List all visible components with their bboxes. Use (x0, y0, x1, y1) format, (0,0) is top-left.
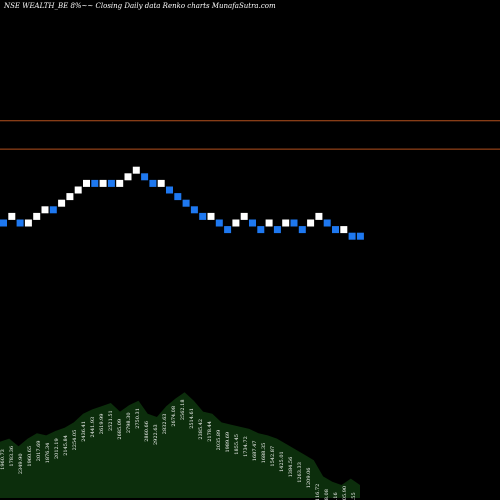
volume-area (0, 392, 360, 498)
renko-brick-down (174, 193, 182, 201)
renko-brick-down (215, 219, 223, 227)
renko-brick-up (116, 179, 124, 187)
volume-label: 1783.36 (9, 446, 15, 467)
volume-label: 1960.73 (0, 449, 6, 470)
volume-labels: 1960.73 1783.36 2349.90 1960.65 2017.69 1876.… (0, 399, 357, 500)
renko-brick-up (124, 173, 132, 181)
renko-brick-down (149, 179, 157, 187)
volume-label: 2860.66 (144, 421, 150, 442)
volume-label: 2832.63 (162, 414, 168, 435)
volume-label: 2514.61 (189, 408, 195, 429)
volume-label: 2012.19 (54, 438, 60, 459)
renko-brick-down (224, 226, 232, 234)
renko-brick-up (33, 212, 41, 220)
renko-brick-up (24, 219, 32, 227)
volume-label: 2674.08 (171, 406, 177, 427)
renko-brick-down (166, 186, 173, 194)
volume-label: 1283.55 (351, 492, 357, 500)
renko-brick-down (91, 179, 99, 187)
renko-brick-down (0, 219, 7, 227)
renko-brick-down (332, 226, 339, 234)
volume-label: 2145.84 (63, 435, 69, 456)
volume-label: 2017.69 (36, 441, 42, 462)
volume-label: 1205.90 (342, 486, 348, 500)
volume-label: 1734.72 (243, 436, 249, 457)
renko-brick-down (141, 173, 149, 181)
volume-label: 1425.01 (279, 451, 285, 472)
renko-brick-up (265, 219, 273, 227)
reference-lines (0, 120, 500, 150)
volume-label: 1018.08 (324, 489, 330, 500)
volume-label: 1156.16 (333, 492, 339, 500)
volume-label: 1384.56 (288, 457, 294, 478)
renko-brick-up (340, 226, 348, 234)
volume-label: 2178.44 (207, 421, 213, 442)
renko-bricks (0, 166, 364, 240)
volume-label: 2254.05 (72, 430, 78, 451)
renko-brick-up (240, 212, 248, 220)
renko-brick-up (58, 199, 66, 207)
renko-brick-down (290, 219, 298, 227)
renko-brick-down (348, 232, 356, 240)
volume-label: 1116.72 (315, 484, 321, 500)
renko-brick-down (190, 206, 198, 214)
renko-brick-down (323, 219, 331, 227)
volume-label: 2521.51 (108, 410, 114, 431)
volume-label: 1209.06 (306, 468, 312, 489)
volume-label: 1989.69 (225, 432, 231, 453)
renko-brick-up (41, 206, 49, 214)
renko-brick-up (157, 179, 165, 187)
volume-label: 2436.41 (81, 421, 87, 442)
renko-brick-down (249, 219, 256, 227)
volume-label: 2349.90 (18, 453, 24, 474)
volume-label: 2750.31 (135, 408, 141, 429)
renko-brick-up (8, 212, 16, 220)
renko-brick-up (307, 219, 315, 227)
volume-label: 2385.42 (198, 419, 204, 440)
volume-area-path (0, 392, 360, 498)
renko-brick-up (74, 186, 82, 194)
renko-brick-down (273, 226, 281, 234)
renko-brick-down (199, 212, 207, 220)
renko-brick-down (298, 226, 306, 234)
chart-title: NSE WEALTH_BE 8%~~ Closing Daily data Re… (4, 2, 276, 10)
renko-brick-down (356, 232, 364, 240)
renko-brick-down (182, 199, 190, 207)
volume-label: 1542.87 (270, 446, 276, 467)
volume-label: 2441.93 (90, 417, 96, 438)
renko-brick-up (315, 212, 323, 220)
renko-brick-up (282, 219, 290, 227)
volume-label: 1263.33 (297, 462, 303, 483)
renko-brick-down (49, 206, 57, 214)
volume-label: 2562.18 (180, 399, 186, 420)
renko-brick-down (107, 179, 115, 187)
volume-label: 1876.34 (45, 443, 51, 464)
volume-label: 1855.45 (234, 434, 240, 455)
volume-label: 2685.09 (117, 419, 123, 440)
volume-label: 2619.99 (99, 414, 105, 435)
volume-label: 2035.89 (216, 430, 222, 451)
volume-label: 1688.35 (261, 443, 267, 464)
volume-label: 1960.65 (27, 446, 33, 467)
renko-brick-up (132, 166, 140, 174)
renko-brick-down (257, 226, 265, 234)
renko-brick-up (66, 193, 74, 201)
renko-brick-up (207, 212, 215, 220)
renko-brick-down (16, 219, 24, 227)
volume-label: 2798.30 (126, 412, 132, 433)
renko-brick-up (99, 179, 107, 187)
renko-brick-up (83, 179, 90, 187)
renko-brick-up (232, 219, 240, 227)
volume-label: 1687.47 (252, 441, 258, 462)
volume-label: 2922.63 (153, 424, 159, 445)
